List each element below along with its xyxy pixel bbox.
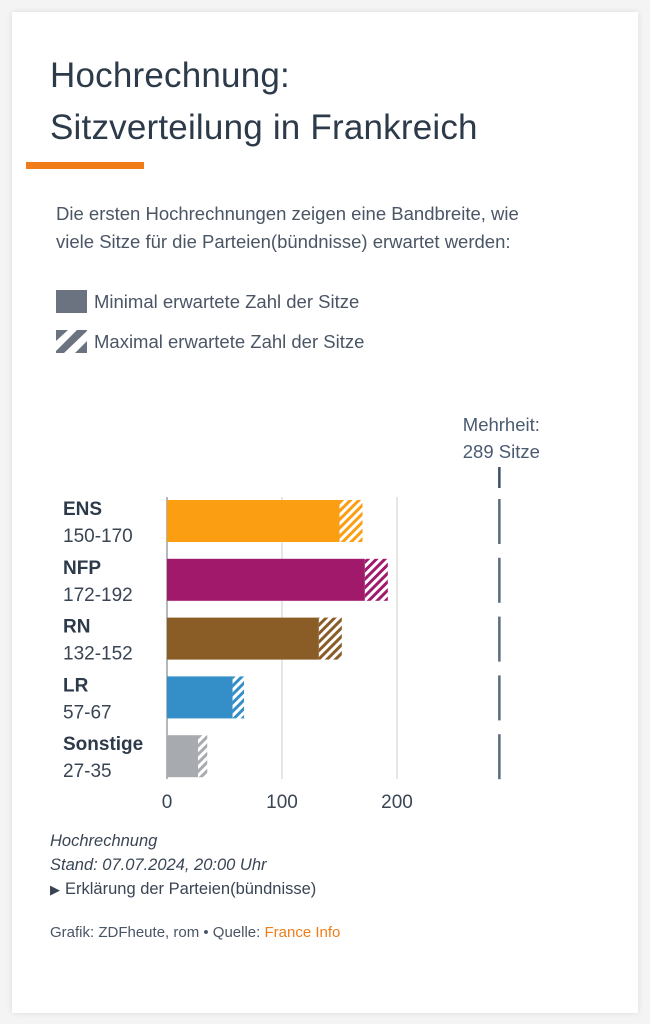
- range-label: 57-67: [63, 702, 112, 723]
- credit-text: Grafik: ZDFheute, rom • Quelle:: [50, 924, 265, 941]
- party-explanation-label: Erklärung der Parteien(bündnisse): [65, 880, 317, 898]
- title-accent-bar: [26, 162, 144, 169]
- source-link[interactable]: France Info: [264, 924, 341, 941]
- bar-max-sonstige: [198, 735, 208, 778]
- bar-min-ens: [167, 500, 340, 542]
- legend-item-max: Maximal erwartete Zahl der Sitze: [56, 330, 364, 353]
- bar-max-lr: [232, 676, 245, 719]
- bar-min-sonstige: [167, 735, 199, 778]
- category-label: NFP: [63, 558, 101, 579]
- solid-swatch-icon: [56, 290, 87, 313]
- page-title: Hochrechnung: Sitzverteilung in Frankrei…: [50, 50, 478, 154]
- footer-note: Hochrechnung: [50, 832, 158, 850]
- party-explanation-toggle[interactable]: ▶ Erklärung der Parteien(bündnisse): [50, 880, 316, 899]
- disclosure-triangle-icon: ▶: [50, 882, 60, 897]
- legend-item-min: Minimal erwartete Zahl der Sitze: [56, 290, 359, 313]
- bar-min-lr: [167, 676, 233, 719]
- title-line-2: Sitzverteilung in Frankreich: [50, 108, 478, 147]
- bar-max-rn: [318, 617, 342, 660]
- hatched-swatch-icon: [56, 330, 87, 353]
- majority-label-line1: Mehrheit:: [463, 414, 540, 435]
- x-tick-label: 100: [266, 792, 298, 813]
- category-label: RN: [63, 617, 90, 638]
- x-tick-label: 0: [162, 792, 173, 813]
- x-tick-label: 200: [381, 792, 413, 813]
- credit-line: Grafik: ZDFheute, rom • Quelle: France I…: [50, 924, 340, 941]
- bar-min-rn: [167, 617, 319, 660]
- bar-chart: 0 100 200 ENS 150-170 NFP 172-192 RN 132-152 LR 57…: [63, 414, 540, 813]
- footer-timestamp: Stand: 07.07.2024, 20:00 Uhr: [50, 856, 267, 874]
- range-label: 27-35: [63, 761, 112, 782]
- intro-text: Die ersten Hochrechnungen zeigen eine Ba…: [56, 203, 519, 252]
- bar-max-nfp: [364, 558, 388, 601]
- majority-label-line2: 289 Sitze: [463, 441, 540, 462]
- range-label: 132-152: [63, 644, 133, 665]
- category-label: Sonstige: [63, 734, 143, 755]
- category-label: LR: [63, 675, 89, 696]
- legend-min-label: Minimal erwartete Zahl der Sitze: [94, 290, 360, 312]
- legend-max-label: Maximal erwartete Zahl der Sitze: [94, 330, 365, 352]
- range-label: 150-170: [63, 526, 133, 547]
- title-line-1: Hochrechnung:: [50, 56, 290, 95]
- range-label: 172-192: [63, 585, 133, 606]
- bar-min-nfp: [167, 558, 365, 601]
- bar-max-ens: [339, 500, 363, 542]
- category-label: ENS: [63, 499, 102, 520]
